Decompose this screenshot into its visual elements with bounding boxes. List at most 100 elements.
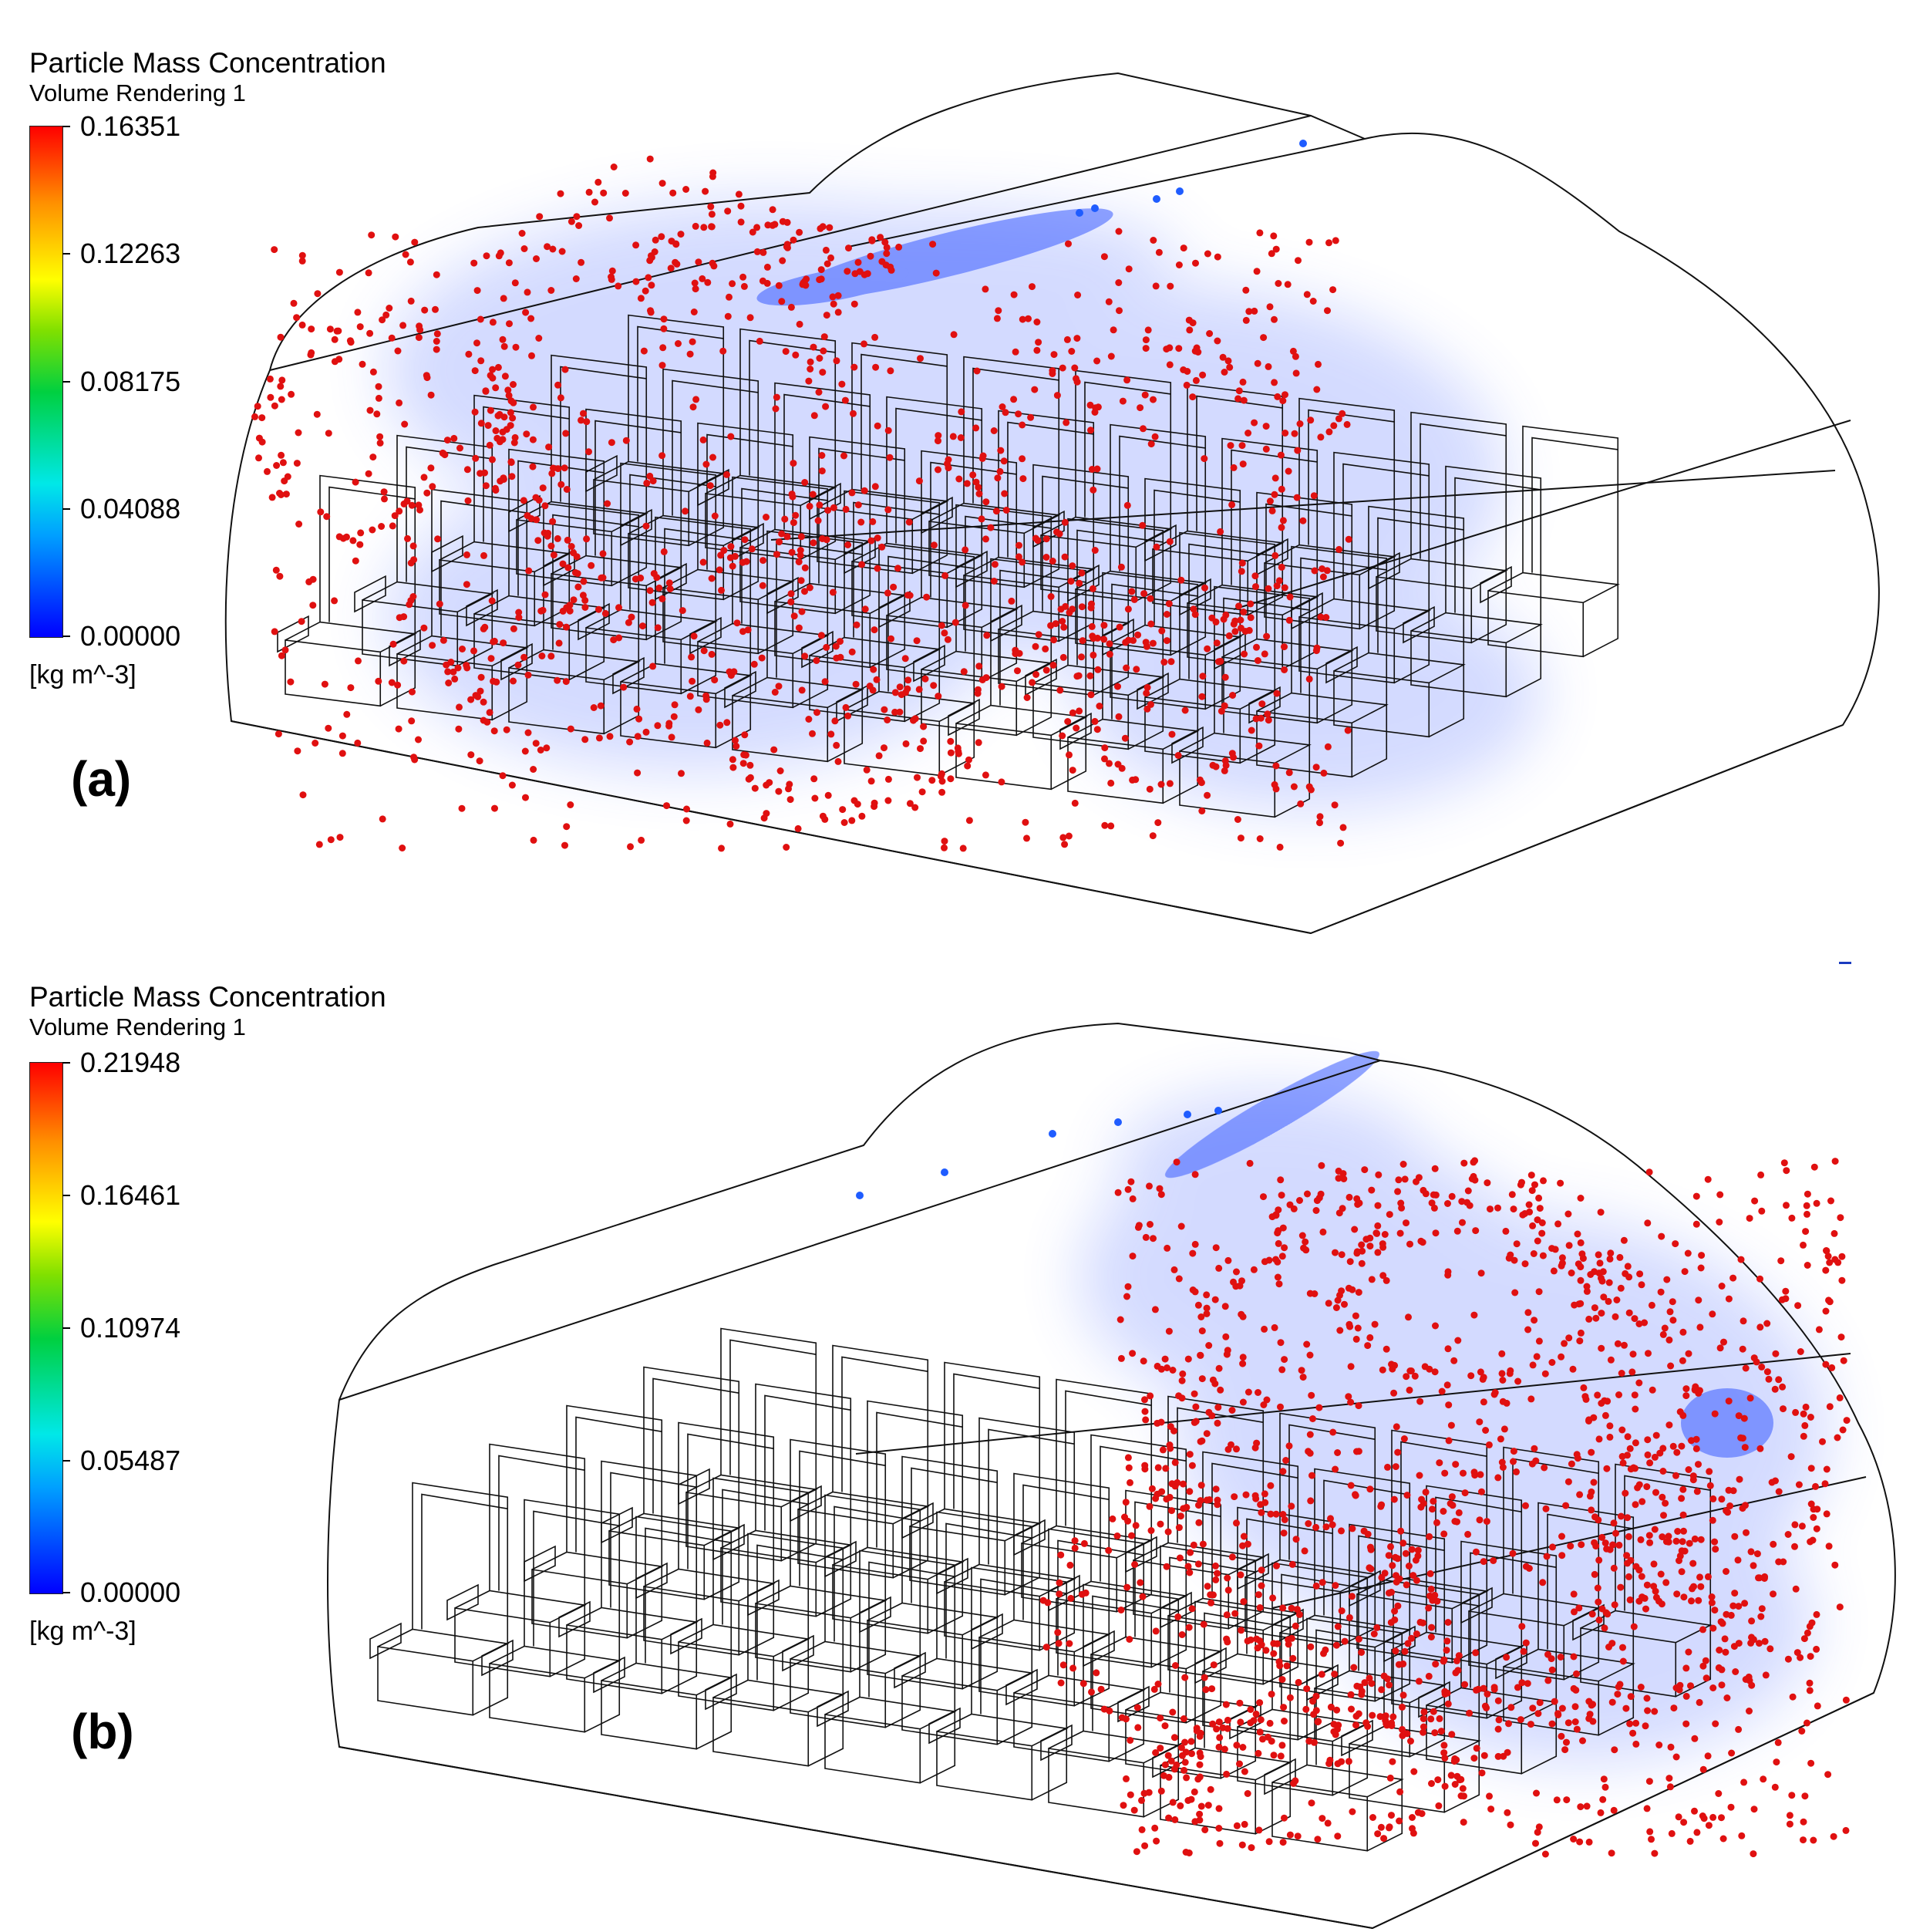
particle [1824,1253,1832,1260]
particle [1521,1210,1529,1217]
particle [1692,1435,1700,1443]
particle [1670,1704,1678,1712]
particle [1143,683,1151,691]
seat-base-front [1013,1692,1110,1762]
particle [1042,645,1049,652]
seat-backrest-inner [1547,1513,1634,1650]
particle [1538,1229,1546,1237]
particle [1570,1590,1578,1598]
particle [1441,1469,1449,1477]
particle [647,307,654,315]
particle [588,561,595,569]
particle [1032,671,1040,678]
particle [1059,618,1066,625]
particle [1802,1403,1810,1411]
legend-title: Particle Mass Concentration [29,47,386,79]
particle [522,309,530,316]
particle [881,744,887,752]
seat-base-top [1179,732,1312,764]
particle [1797,1348,1804,1355]
particle [983,632,991,639]
particle [574,570,581,578]
particle [325,430,332,437]
particle [1354,1201,1362,1209]
particle [935,432,942,440]
particle [1308,1799,1315,1807]
particle [1330,422,1338,430]
particle [1186,1569,1194,1576]
particle [1715,1664,1723,1671]
particle [874,565,881,572]
particle [1279,1468,1287,1475]
particle [288,390,295,398]
particle [1280,1704,1288,1711]
particle [1179,1752,1186,1759]
particle [1265,1838,1273,1846]
particle [914,774,921,781]
particle [1643,1694,1651,1702]
particle [1197,1753,1204,1760]
panel-b: Particle Mass Concentration Volume Rende… [0,968,1913,1932]
particle [489,366,497,373]
seat-base-top [1067,718,1200,750]
particle [590,704,598,711]
seat-backrest-inner [1177,1407,1264,1543]
seat-base-front [824,1714,921,1784]
particle [1838,1253,1846,1260]
particle [792,351,800,359]
particle [1719,1835,1727,1843]
particle [1262,423,1270,430]
particle [625,619,632,626]
particle [1395,1661,1403,1668]
particle [941,844,948,851]
particle [884,775,892,783]
particle [628,613,635,621]
particle [1175,1275,1183,1283]
particle [343,533,350,541]
particle [274,730,282,738]
seat-backrest [489,1443,586,1606]
particle [1685,1466,1692,1473]
particle [1596,1259,1604,1267]
particle [733,619,741,627]
panel-label: (b) [71,1704,134,1759]
particle [1352,1721,1359,1729]
particle [824,507,832,514]
cabin-edge [338,1746,1373,1929]
seat-backrest-inner [645,1527,732,1664]
particle [527,515,535,522]
particle [1066,1640,1073,1647]
particle [1574,1230,1581,1238]
particle [974,690,982,697]
particle [477,687,484,695]
particle [834,292,842,299]
seat-armrest [1418,1681,1450,1718]
particle [1682,1664,1690,1672]
particle [1700,1815,1708,1822]
particle [1207,1599,1214,1607]
particle [633,705,641,713]
seat-base-front [489,1663,586,1733]
particle [1834,1434,1841,1441]
particle [817,632,825,639]
particle [1800,1836,1807,1844]
particle [1228,1553,1236,1561]
particle [1697,1583,1705,1590]
particle [1590,1479,1598,1486]
particle [1715,1790,1723,1797]
particle [1838,1276,1846,1284]
particle [861,487,868,494]
particle [1634,1484,1642,1492]
particle [396,399,403,406]
particle [823,312,830,319]
particle [1470,1158,1477,1166]
particle [1276,843,1284,851]
particle [1498,1370,1506,1377]
particle [1050,351,1058,359]
particle [1453,1657,1460,1664]
particle [544,532,551,540]
particle [796,320,803,328]
particle [1280,1529,1288,1537]
particle [739,760,747,767]
particle [1124,1185,1132,1193]
